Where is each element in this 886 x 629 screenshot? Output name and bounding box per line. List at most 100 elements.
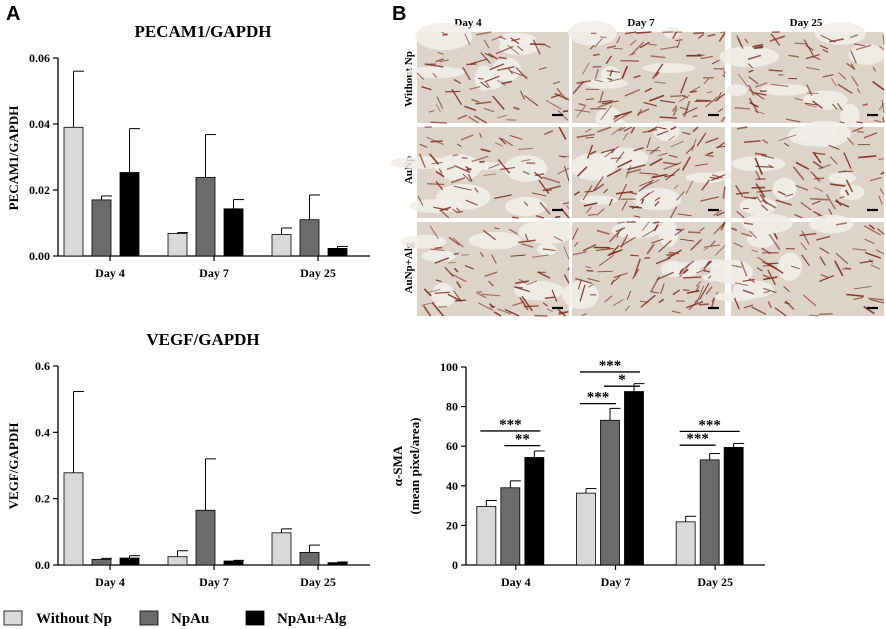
micrograph-stained-fiber — [497, 158, 511, 174]
micrograph-stained-fiber — [573, 191, 581, 196]
sma-significance-marker: *** — [698, 417, 721, 433]
micrograph-stained-fiber — [489, 63, 505, 71]
micrograph-stained-fiber — [681, 156, 692, 171]
micrograph-stained-fiber — [760, 204, 769, 212]
micrograph-clear-region — [431, 282, 456, 308]
micrograph-stained-fiber — [435, 170, 445, 178]
micrograph-stained-fiber — [582, 243, 597, 252]
micrograph-stained-fiber — [818, 163, 831, 170]
vegf-y-axis-label: VEGF/GAPDH — [6, 423, 21, 510]
micrograph-stained-fiber — [585, 206, 592, 214]
vegf-bar-npau — [91, 558, 112, 566]
sma-bar-npau — [500, 487, 521, 566]
micrograph-stained-fiber — [828, 144, 840, 151]
micrograph-clear-region — [777, 252, 803, 281]
micrograph-stained-fiber — [630, 126, 636, 134]
micrograph-stained-fiber — [441, 31, 448, 37]
micrograph-stained-fiber — [670, 94, 686, 98]
micrograph-stained-fiber — [558, 311, 568, 314]
sma-significance-marker: * — [618, 372, 626, 388]
micrograph-stained-fiber — [695, 163, 708, 167]
micrograph-stained-fiber — [482, 229, 497, 241]
micrograph-stained-fiber — [504, 308, 520, 317]
sma-bar-without-np — [476, 505, 497, 566]
micrograph-stained-fiber — [550, 93, 561, 99]
micrograph-stained-fiber — [471, 98, 480, 103]
micrograph-stained-fiber — [639, 172, 658, 175]
micrograph-stained-fiber — [594, 37, 603, 48]
micrograph-stained-fiber — [838, 170, 847, 174]
micrograph-stained-fiber — [799, 232, 817, 237]
micrograph-stained-fiber — [613, 272, 628, 279]
micrograph-stained-fiber — [545, 99, 562, 110]
micrograph-stained-fiber — [654, 81, 666, 84]
micrograph-stained-fiber — [652, 63, 664, 80]
micrograph-stained-fiber — [611, 148, 616, 154]
micrograph-stained-fiber — [753, 46, 763, 50]
micrograph-stained-fiber — [434, 257, 450, 264]
micrograph-stained-fiber — [642, 128, 658, 134]
sma-significance-marker: *** — [599, 358, 622, 374]
micrograph-stained-fiber — [476, 31, 492, 36]
micrograph-stained-fiber — [740, 232, 753, 238]
micrograph-stained-fiber — [794, 214, 803, 219]
micrograph-stained-fiber — [704, 154, 715, 158]
micrograph-stained-fiber — [484, 75, 500, 83]
pecam1-bar-npau-alg — [327, 248, 348, 257]
micrograph-stained-fiber — [626, 168, 642, 174]
micrograph-stained-fiber — [491, 35, 503, 42]
micrograph-stained-fiber — [497, 308, 512, 315]
micrograph-stained-fiber — [829, 156, 838, 165]
micrograph-stained-fiber — [697, 33, 705, 39]
micrograph-stained-fiber — [642, 229, 655, 238]
micrograph-clear-region — [742, 213, 793, 234]
micrograph-stained-fiber — [428, 110, 435, 113]
micrograph-stained-fiber — [722, 186, 726, 199]
micrograph-stained-fiber — [453, 252, 460, 256]
micrograph-stained-fiber — [792, 166, 805, 181]
micrograph-stained-fiber — [707, 151, 714, 156]
vegf-bar-without-np — [167, 556, 188, 566]
micrograph-stained-fiber — [829, 38, 844, 43]
micrograph-stained-fiber — [508, 228, 518, 235]
micrograph-stained-fiber — [477, 292, 487, 299]
micrograph-stained-fiber — [451, 88, 463, 106]
micrograph-stained-fiber — [609, 69, 614, 77]
micrograph-stained-fiber — [656, 130, 669, 136]
micrograph-stained-fiber — [819, 274, 835, 283]
sma-bar-npau-alg — [723, 446, 744, 566]
micrograph-stained-fiber — [879, 188, 885, 195]
micrograph-stained-fiber — [678, 94, 690, 103]
micrograph-stained-fiber — [682, 131, 691, 135]
pecam1-bar-npau-alg — [119, 172, 140, 257]
sma-significance-marker: *** — [587, 390, 610, 406]
micrograph-stained-fiber — [604, 146, 619, 158]
micrograph-stained-fiber — [731, 227, 738, 232]
micrograph-stained-fiber — [852, 126, 864, 133]
micrograph-stained-fiber — [735, 191, 750, 195]
micrograph-stained-fiber — [435, 279, 442, 283]
micrograph-stained-fiber — [762, 276, 778, 281]
micrograph-stained-fiber — [769, 35, 786, 42]
micrograph-stained-fiber — [424, 63, 444, 68]
vegf-y-tick-label: 0.6 — [35, 359, 50, 373]
micrograph-stained-fiber — [562, 201, 570, 205]
micrograph-stained-fiber — [490, 254, 497, 264]
micrograph-clear-region — [611, 221, 662, 239]
micrograph-stained-fiber — [678, 268, 684, 275]
micrograph-stained-fiber — [674, 184, 679, 190]
micrograph-stained-fiber — [598, 254, 615, 267]
micrograph-stained-fiber — [664, 174, 675, 178]
micrograph-stained-fiber — [555, 215, 561, 219]
micrograph-stained-fiber — [665, 168, 680, 181]
micrograph-stained-fiber — [633, 147, 644, 152]
micrograph-stained-fiber — [685, 300, 704, 309]
micrograph-stained-fiber — [542, 302, 549, 307]
micrograph-stained-fiber — [658, 298, 665, 304]
micrograph-stained-fiber — [484, 52, 494, 59]
micrograph-stained-fiber — [744, 140, 761, 143]
micrograph-stained-fiber — [703, 247, 709, 251]
micrograph-stained-fiber — [858, 155, 877, 159]
micrograph-stained-fiber — [669, 206, 678, 219]
